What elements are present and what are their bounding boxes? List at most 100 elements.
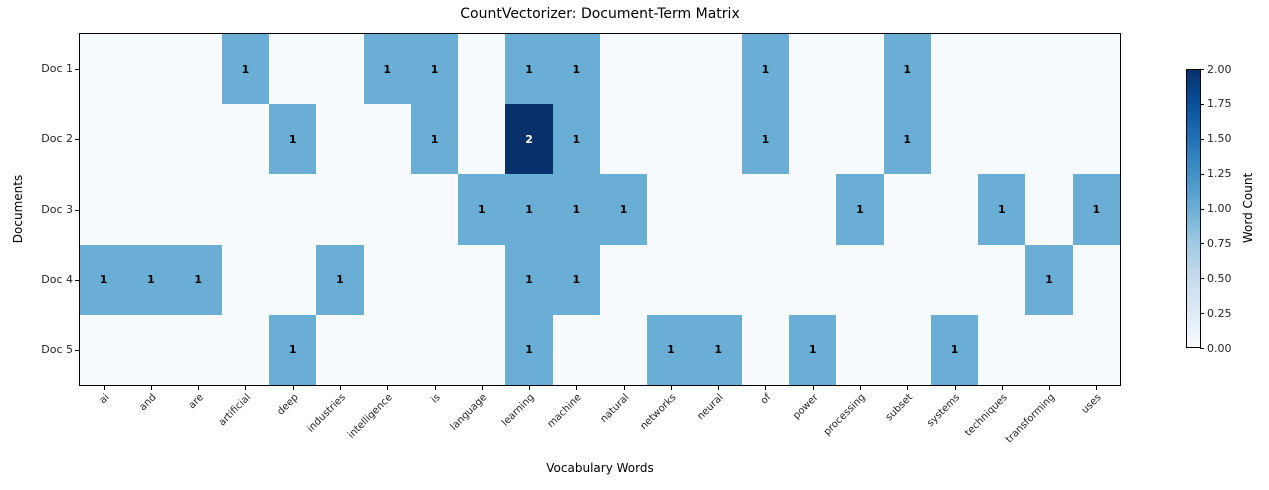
colorbar-tick-label: 0.75: [1207, 236, 1232, 250]
cell-annotation: 1: [572, 273, 581, 287]
cell-annotation: 1: [667, 343, 675, 357]
x-tick-label: are: [186, 392, 206, 412]
colorbar-tick-label: 1.75: [1207, 97, 1232, 111]
colorbar-tick: [1200, 208, 1204, 210]
x-tick-label: processing: [821, 392, 868, 438]
x-tick: [1096, 386, 1098, 390]
y-tick-label: Doc 3: [41, 202, 73, 216]
heatmap-cell: 1: [552, 244, 600, 315]
y-tick-label: Doc 1: [41, 62, 73, 76]
heatmap-cell: 1: [883, 104, 931, 175]
heatmap-cell: 1: [505, 34, 553, 105]
colorbar-tick: [1200, 69, 1204, 70]
x-tick-label: artificial: [216, 392, 254, 429]
x-tick-label: neural: [695, 392, 726, 423]
x-tick: [340, 386, 341, 390]
x-tick-label: subset: [883, 392, 916, 424]
x-tick-label: ai: [97, 392, 112, 407]
x-tick: [529, 386, 531, 390]
heatmap-cell: 1: [458, 174, 506, 245]
cell-annotation: 1: [430, 132, 439, 146]
x-tick: [670, 386, 672, 390]
colorbar-tick: [1200, 278, 1204, 280]
heatmap-cell: 1: [505, 244, 553, 315]
x-tick: [812, 386, 814, 390]
heatmap-cell: 1: [221, 34, 270, 105]
cell-annotation: 1: [1045, 273, 1053, 287]
x-tick: [150, 386, 152, 390]
x-tick-label: language: [448, 392, 490, 433]
heatmap-cell: 1: [269, 104, 317, 175]
y-tick: [75, 279, 79, 281]
heatmap-cell: 1: [363, 34, 411, 105]
x-tick: [434, 386, 436, 390]
y-tick: [75, 209, 79, 211]
x-tick-label: systems: [925, 392, 963, 430]
x-tick: [481, 386, 483, 390]
heatmap-cell: 1: [836, 174, 884, 245]
heatmap-cell: 1: [978, 174, 1026, 245]
x-tick: [245, 386, 247, 390]
cell-annotation: 1: [147, 273, 155, 287]
heatmap-cell: 1: [552, 104, 600, 175]
cell-annotation: 1: [856, 202, 864, 216]
x-tick: [765, 386, 767, 390]
x-tick-label: learning: [500, 392, 537, 429]
x-tick: [1001, 386, 1003, 390]
colorbar-tick: [1200, 173, 1204, 175]
heatmap-cell: 2: [505, 104, 553, 175]
y-tick-label: Doc 2: [41, 132, 73, 146]
cell-annotation: 1: [714, 343, 722, 357]
chart-title: CountVectorizer: Document-Term Matrix: [460, 6, 740, 22]
y-tick-label: Doc 5: [41, 342, 73, 356]
heatmap-cell: 1: [127, 244, 175, 315]
heatmap-cell: 1: [1025, 244, 1073, 315]
colorbar-tick: [1200, 243, 1204, 245]
x-tick: [198, 386, 200, 390]
colorbar-tick-label: 1.25: [1207, 167, 1232, 181]
x-tick: [576, 386, 578, 390]
colorbar-tick-label: 0.50: [1207, 271, 1232, 285]
y-tick: [75, 349, 79, 351]
cell-annotation: 1: [572, 132, 581, 146]
x-tick: [1049, 386, 1051, 390]
cell-annotation: 1: [430, 62, 439, 76]
colorbar-tick-label: 1.50: [1207, 132, 1232, 146]
x-tick-label: industries: [305, 392, 348, 435]
cell-annotation: 1: [288, 132, 297, 146]
cell-annotation: 1: [477, 202, 486, 216]
heatmap-cell: 1: [741, 34, 790, 105]
cell-annotation: 1: [761, 132, 770, 146]
heatmap-cell: 1: [505, 174, 553, 245]
cell-annotation: 1: [619, 202, 628, 216]
x-tick-label: deep: [275, 392, 301, 418]
cell-annotation: 1: [808, 343, 817, 357]
cell-annotation: 1: [950, 343, 959, 357]
y-tick: [75, 69, 79, 71]
x-tick-label: techniques: [962, 392, 1010, 439]
heatmap-cell: 1: [269, 314, 317, 385]
cell-annotation: 1: [525, 202, 533, 216]
heatmap-cell: 1: [883, 34, 931, 105]
cell-annotation: 1: [241, 62, 250, 76]
cell-annotation: 1: [1092, 202, 1101, 216]
heatmap-cell: 1: [316, 244, 364, 315]
x-tick: [292, 386, 294, 390]
colorbar-tick: [1200, 313, 1204, 315]
x-tick: [907, 386, 909, 390]
heatmap-cell: 1: [80, 244, 128, 315]
x-tick-label: uses: [1080, 392, 1105, 416]
x-tick-label: is: [428, 392, 443, 406]
cell-annotation: 1: [572, 62, 581, 76]
heatmap-cell: 1: [552, 174, 600, 245]
cell-annotation: 1: [99, 273, 108, 287]
cell-annotation: 1: [525, 343, 533, 357]
colorbar-tick: [1200, 103, 1204, 105]
cell-annotation: 1: [997, 202, 1006, 216]
cell-annotation: 1: [194, 273, 202, 287]
colorbar: [1186, 69, 1201, 348]
x-tick-label: power: [790, 392, 821, 422]
x-tick-label: networks: [638, 392, 679, 433]
colorbar-tick-label: 0.00: [1207, 341, 1232, 355]
